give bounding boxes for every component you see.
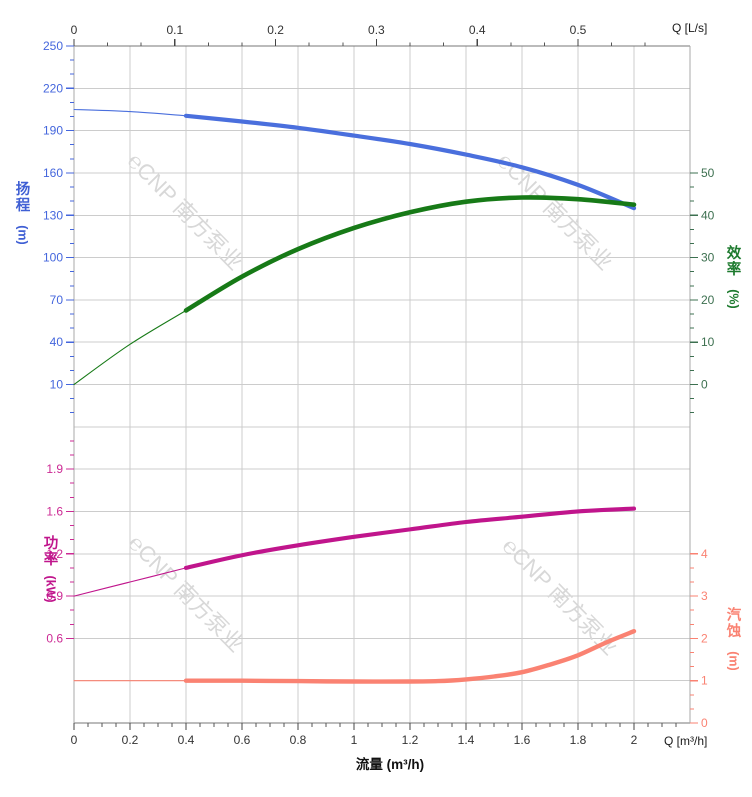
top-tick-label: 0.2: [267, 23, 284, 37]
watermark-text: ℮CNP 南方泵业: [492, 148, 617, 275]
head-curve: [183, 113, 637, 211]
head-axis-tick-label: 10: [50, 378, 64, 392]
head-axis-title-text: 扬程: [15, 182, 31, 215]
head-axis-tick-label: 190: [43, 124, 63, 138]
power-axis-title: 功率 (kW): [35, 536, 67, 603]
flow-axis-title: 流量 (m³/h): [355, 757, 425, 772]
top-axis: 0 0.1 0.2 0.3 0.4 0.5: [71, 23, 646, 46]
bottom-tick-label: 1.4: [458, 733, 475, 747]
npsh-axis-tick-label: 0: [701, 716, 708, 730]
npsh-axis-tick-label: 1: [701, 674, 708, 688]
npsh-axis-title: 汽蚀 (m): [718, 608, 750, 672]
power-axis-tick-label: 1.2: [46, 547, 63, 561]
npsh-curve: [183, 629, 637, 684]
bottom-tick-label: 1.2: [402, 733, 419, 747]
bottom-tick-label: 0: [71, 733, 78, 747]
head-axis-tick-label: 160: [43, 166, 63, 180]
top-tick-label: 0.4: [469, 23, 486, 37]
top-tick-label: 0.1: [166, 23, 183, 37]
efficiency-curve-thin: [73, 309, 187, 386]
head-axis-tick-label: 70: [50, 293, 64, 307]
npsh-axis: 4 3 2 1 0: [690, 547, 708, 730]
watermarks: ℮CNP 南方泵业 ℮CNP 南方泵业℮CNP 南方泵业 ℮CNP 南方泵业: [122, 148, 622, 660]
head-curve-thin: [73, 108, 187, 117]
head-axis-tick-label: 40: [50, 335, 64, 349]
npsh-axis-tick-label: 4: [701, 547, 708, 561]
npsh-axis-tick-label: 3: [701, 589, 708, 603]
bottom-tick-label: 0.8: [290, 733, 307, 747]
efficiency-axis-tick-label: 40: [701, 208, 715, 222]
efficiency-curve: [183, 195, 637, 313]
head-axis-tick-label: 130: [43, 208, 63, 222]
efficiency-axis-title: 效率 (%): [718, 246, 750, 310]
efficiency-axis-tick-label: 10: [701, 335, 715, 349]
curves: [73, 108, 637, 684]
bottom-tick-label: 2: [631, 733, 638, 747]
power-axis-tick-label: 1.6: [46, 504, 63, 518]
bottom-tick-label: 1.8: [570, 733, 587, 747]
bottom-tick-label: 0.2: [122, 733, 139, 747]
efficiency-axis-tick-label: 0: [701, 378, 708, 392]
top-tick-label: 0: [71, 23, 78, 37]
head-axis-tick-label: 250: [43, 39, 63, 53]
bottom-tick-label: 1: [351, 733, 358, 747]
head-axis-title: 扬程 (m): [7, 182, 39, 246]
efficiency-axis-title-text: 效率: [726, 246, 742, 279]
bottom-axis: 0 0.2 0.4 0.6 0.8 1 1.2 1.4 1.6 1.8 2: [71, 723, 677, 747]
efficiency-axis-tick-label: 30: [701, 251, 715, 265]
power-axis-title-text: 功率: [43, 536, 59, 569]
npsh-axis-unit: (m): [726, 651, 741, 672]
top-tick-label: 0.5: [570, 23, 587, 37]
head-axis-tick-label: 100: [43, 251, 63, 265]
power-axis-tick-label: 1.9: [46, 462, 63, 476]
top-tick-label: 0.3: [368, 23, 385, 37]
head-axis-tick-label: 220: [43, 81, 63, 95]
efficiency-axis-unit: (%): [726, 289, 741, 310]
power-axis-unit: (kW): [43, 575, 58, 604]
head-axis-unit: (m): [15, 225, 30, 246]
power-axis-tick-label: 0.6: [46, 631, 63, 645]
bottom-tick-label: 0.6: [234, 733, 251, 747]
efficiency-axis: 50 40 30 20 10 0: [690, 166, 715, 414]
head-axis: 250 220 190 160 130 100 70 40 10: [43, 39, 74, 414]
power-curve: [183, 506, 637, 570]
bottom-tick-label: 1.6: [514, 733, 531, 747]
top-axis-unit-label: Q [L/s]: [672, 21, 708, 35]
power-axis-tick-label: 0.9: [46, 589, 63, 603]
power-axis: 1.9 1.6 1.2 0.9 0.6: [46, 440, 74, 645]
watermark-text: ℮CNP 南方泵业: [122, 148, 247, 275]
npsh-axis-title-text: 汽蚀: [726, 608, 742, 641]
bottom-tick-label: 0.4: [178, 733, 195, 747]
efficiency-axis-tick-label: 50: [701, 166, 715, 180]
bottom-axis-unit-label: Q [m³/h]: [664, 734, 708, 748]
power-curve-thin: [73, 567, 187, 597]
npsh-axis-tick-label: 2: [701, 631, 708, 645]
efficiency-axis-tick-label: 20: [701, 293, 715, 307]
